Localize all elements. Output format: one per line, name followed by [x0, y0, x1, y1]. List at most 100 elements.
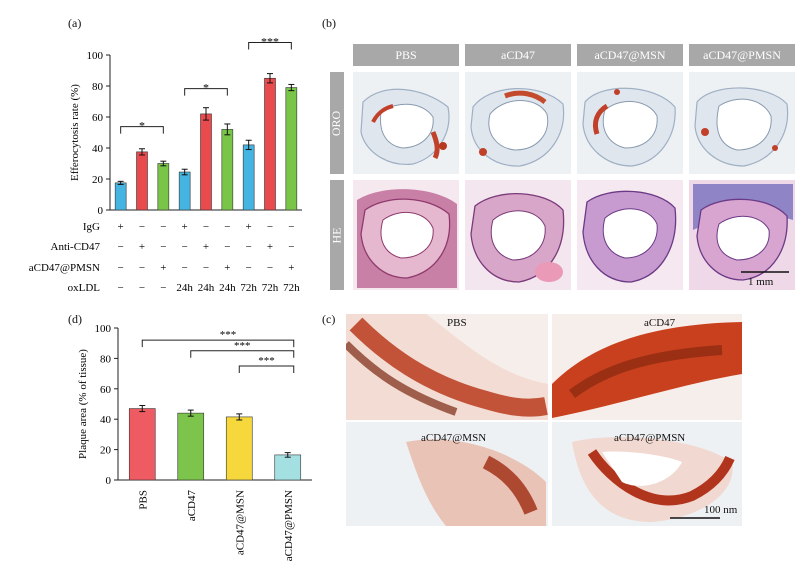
- scale-bar-label-100nm: 100 nm: [704, 504, 738, 516]
- oro-image-acd47-msn: [577, 72, 683, 174]
- condition-mark: −: [246, 262, 252, 274]
- column-header-acd47: aCD47: [465, 44, 571, 66]
- significance-bracket: [190, 350, 295, 358]
- condition-row-label: Anti-CD47: [51, 241, 101, 253]
- condition-mark: −: [139, 221, 145, 233]
- condition-row-label: aCD47@PMSN: [29, 262, 100, 274]
- bar: [157, 163, 170, 211]
- condition-mark: +: [246, 221, 252, 233]
- condition-mark: −: [139, 262, 145, 274]
- y-tick-label: 60: [100, 384, 112, 396]
- micrograph-acd47: [552, 314, 742, 420]
- y-tick-label: 60: [92, 112, 104, 124]
- y-tick-label: 40: [92, 143, 104, 155]
- bar: [128, 408, 156, 481]
- bar: [242, 144, 255, 211]
- row-label-oro: ORO: [330, 72, 344, 174]
- bar: [285, 87, 298, 211]
- oro-image-pbs: [353, 72, 459, 174]
- he-image-acd47: [465, 180, 571, 290]
- column-header-acd47-pmsn: aCD47@PMSN: [689, 44, 795, 66]
- condition-mark: +: [267, 241, 273, 253]
- condition-mark: 24h: [219, 282, 236, 294]
- column-header-pbs: PBS: [353, 44, 459, 66]
- micrograph-label-pbs: PBS: [447, 317, 467, 329]
- condition-mark: −: [203, 221, 209, 233]
- he-image-acd47-pmsn: [689, 180, 795, 290]
- condition-mark: −: [160, 241, 166, 253]
- y-axis-label: Efferocytosis rate (%): [69, 84, 81, 181]
- significance-label: *: [139, 119, 145, 133]
- condition-mark: +: [203, 241, 209, 253]
- condition-mark: 72h: [283, 282, 300, 294]
- y-tick-label: 100: [87, 50, 104, 62]
- condition-mark: −: [203, 262, 209, 274]
- condition-mark: 24h: [198, 282, 215, 294]
- micrograph-label-acd47-pmsn: aCD47@PMSN: [614, 432, 686, 444]
- x-tick-label: aCD47: [186, 490, 198, 522]
- condition-mark: −: [246, 241, 252, 253]
- micrograph-pbs: [346, 314, 548, 420]
- condition-mark: −: [224, 241, 230, 253]
- bar: [221, 129, 234, 211]
- plaque-area-chart: 0 20 40 60 80 100 Plaque area (% of tissue) PBS…: [77, 323, 312, 561]
- panel-label-a: (a): [68, 16, 82, 30]
- column-header-acd47-msn: aCD47@MSN: [577, 44, 683, 66]
- condition-mark: −: [267, 262, 273, 274]
- condition-mark: −: [288, 241, 294, 253]
- condition-mark: 72h: [240, 282, 257, 294]
- y-tick-label: 0: [106, 475, 112, 487]
- y-tick-label: 20: [100, 445, 112, 457]
- micrograph-acd47-pmsn: [552, 422, 742, 526]
- panel-label-d: (d): [68, 312, 82, 326]
- significance-label: *: [203, 81, 209, 95]
- condition-mark: −: [118, 282, 124, 294]
- bar: [136, 151, 148, 211]
- bar: [225, 416, 253, 481]
- condition-mark: −: [160, 282, 166, 294]
- significance-label: ***: [220, 329, 237, 341]
- bar: [200, 113, 212, 211]
- y-tick-label: 80: [92, 81, 104, 93]
- condition-mark: −: [182, 262, 188, 274]
- condition-mark: 72h: [262, 282, 279, 294]
- significance-label: ***: [261, 35, 279, 49]
- micrograph-label-acd47: aCD47: [644, 317, 676, 329]
- y-tick-label: 40: [100, 414, 112, 426]
- significance-label: ***: [258, 355, 275, 367]
- micrograph-label-acd47-msn: aCD47@MSN: [421, 432, 487, 444]
- y-tick-label: 20: [92, 174, 104, 186]
- condition-mark: −: [160, 221, 166, 233]
- scale-bar-label-1mm: 1 mm: [748, 276, 774, 288]
- condition-mark: +: [139, 241, 145, 253]
- row-label-he: HE: [330, 180, 344, 290]
- oro-image-acd47-pmsn: [689, 72, 795, 174]
- x-tick-label: aCD47@PMSN: [283, 490, 295, 561]
- y-tick-label: 0: [98, 205, 104, 217]
- significance-bracket: [184, 88, 228, 96]
- condition-row-label: IgG: [83, 221, 100, 233]
- condition-mark: 24h: [176, 282, 193, 294]
- bar: [177, 412, 205, 481]
- bar: [178, 171, 191, 211]
- bar: [114, 182, 127, 211]
- significance-label: ***: [234, 340, 251, 352]
- condition-mark: −: [267, 221, 273, 233]
- panel-label-b: (b): [322, 16, 336, 30]
- condition-mark: +: [288, 262, 294, 274]
- condition-mark: +: [160, 262, 166, 274]
- micrograph-acd47-msn: [346, 422, 548, 526]
- condition-mark: −: [288, 221, 294, 233]
- condition-mark: −: [118, 262, 124, 274]
- bar: [264, 77, 276, 211]
- significance-bracket: [120, 126, 164, 134]
- condition-mark: −: [224, 221, 230, 233]
- significance-bracket: [141, 339, 295, 348]
- x-tick-label: PBS: [137, 490, 149, 510]
- y-tick-label: 100: [95, 323, 112, 335]
- x-tick-label: aCD47@MSN: [234, 490, 246, 555]
- y-axis-label: Plaque area (% of tissue): [77, 349, 89, 459]
- y-tick-label: 80: [100, 353, 112, 365]
- bar: [274, 454, 302, 481]
